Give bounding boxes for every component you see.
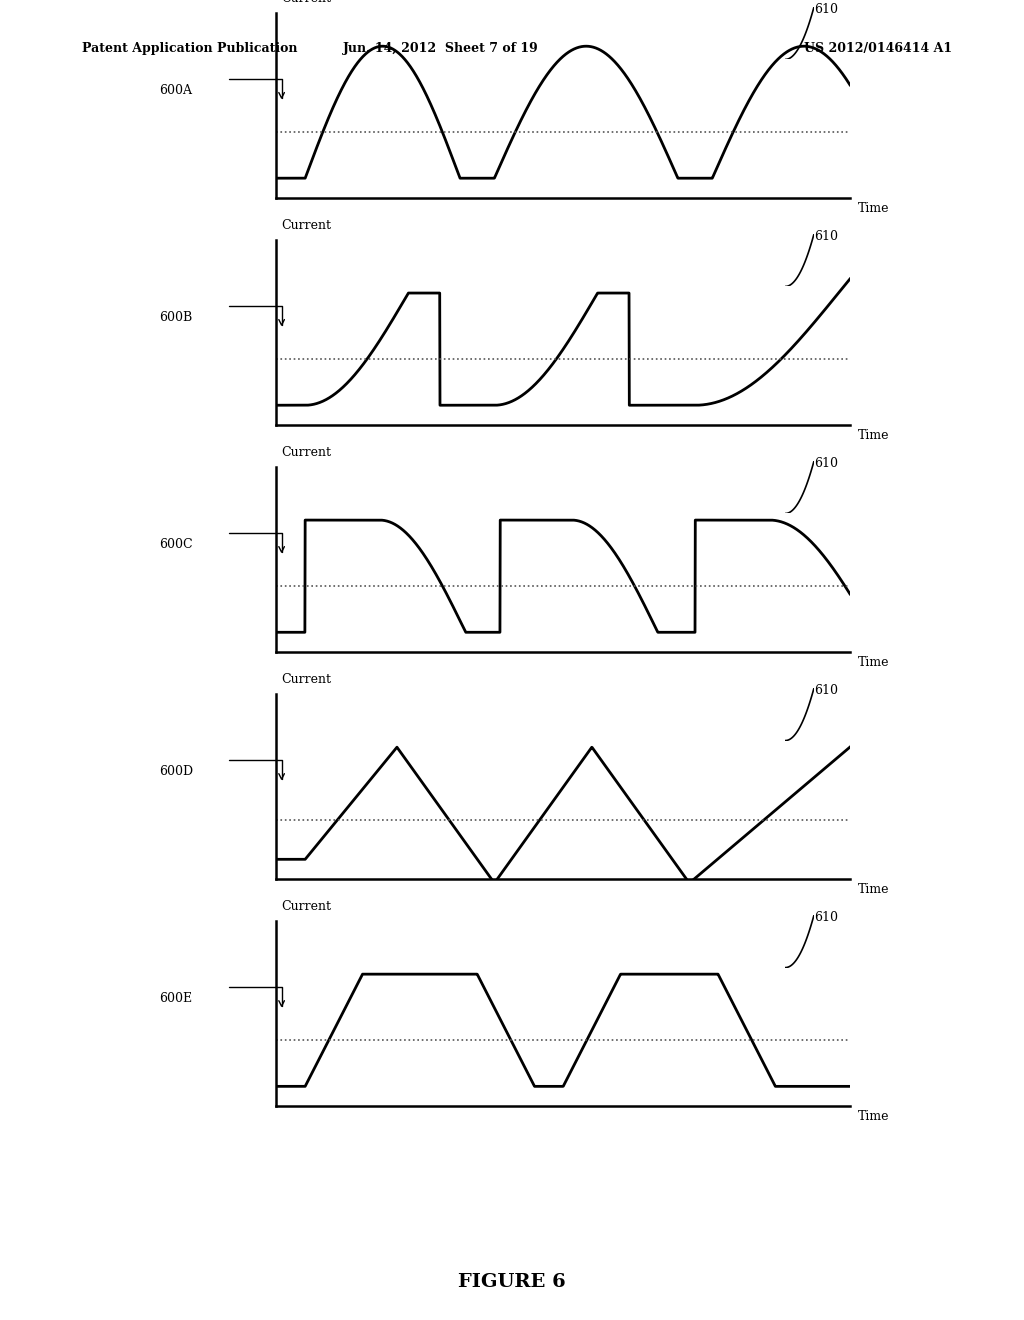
Text: 610: 610 [814,911,838,924]
Text: Patent Application Publication: Patent Application Publication [82,42,297,55]
Text: 600D: 600D [159,766,193,779]
Text: Time: Time [858,429,890,442]
Text: US 2012/0146414 A1: US 2012/0146414 A1 [804,42,952,55]
Text: Current: Current [282,446,332,459]
Text: Jun. 14, 2012  Sheet 7 of 19: Jun. 14, 2012 Sheet 7 of 19 [342,42,539,55]
Text: Current: Current [282,0,332,5]
Text: 600E: 600E [159,993,191,1006]
Text: Current: Current [282,673,332,686]
Text: Current: Current [282,219,332,232]
Text: Time: Time [858,656,890,669]
Text: 600A: 600A [159,84,191,98]
Text: Time: Time [858,883,890,896]
Text: FIGURE 6: FIGURE 6 [458,1272,566,1291]
Text: Current: Current [282,900,332,913]
Text: 610: 610 [814,230,838,243]
Text: 610: 610 [814,684,838,697]
Text: Time: Time [858,1110,890,1123]
Text: 610: 610 [814,3,838,16]
Text: 600B: 600B [159,312,191,325]
Text: Time: Time [858,202,890,215]
Text: 600C: 600C [159,539,193,552]
Text: 610: 610 [814,457,838,470]
